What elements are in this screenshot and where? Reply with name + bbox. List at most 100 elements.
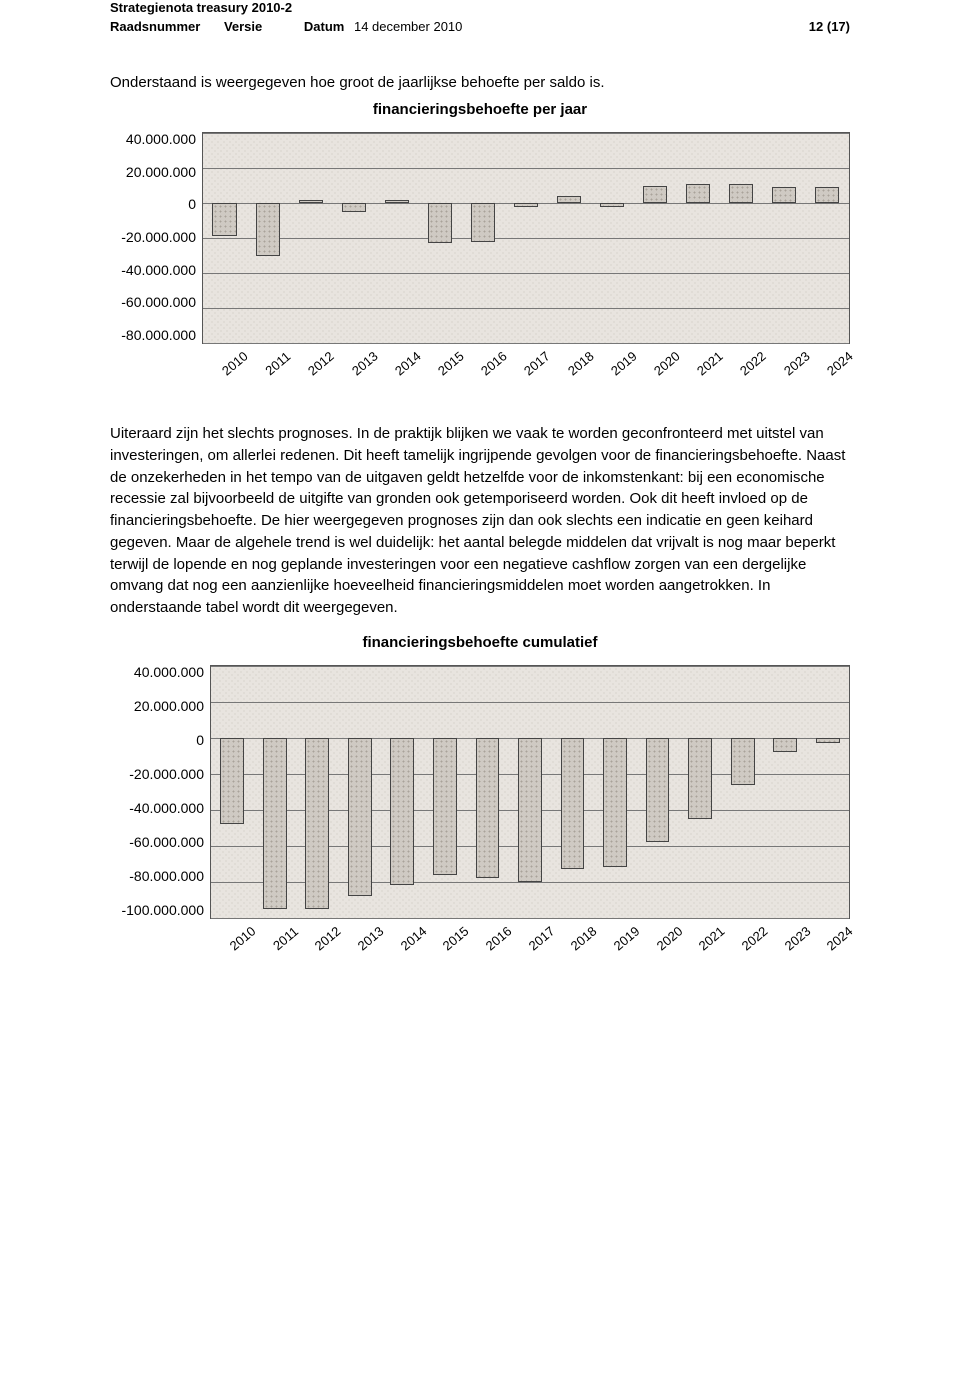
chart-2-x-spacer: [110, 925, 210, 950]
chart-2-bar: [263, 738, 287, 909]
chart-2-bar: [220, 738, 244, 824]
chart-2-ytick-label: -20.000.000: [110, 767, 204, 781]
chart-1-bar: [212, 203, 236, 236]
chart-1-bar: [342, 203, 366, 212]
body-paragraph-2: Uiteraard zijn het slechts prognoses. In…: [110, 423, 850, 619]
chart-1-bar-slot: [246, 133, 289, 343]
chart-1-bar: [385, 200, 409, 204]
chart-2-bar: [476, 738, 500, 878]
chart-1-ytick-label: 0: [110, 197, 196, 211]
chart-2-bar-slot: [679, 666, 722, 918]
chart-2-plot-area: [210, 665, 850, 919]
chart-2-bar-slot: [721, 666, 764, 918]
chart-1-x-labels: 2010201120122013201420152016201720182019…: [202, 350, 850, 375]
chart-1-bar-slot: [375, 133, 418, 343]
chart-2-bar: [305, 738, 329, 909]
chart-2-y-axis: 40.000.000 20.000.000 0 -20.000.000 -40.000.…: [110, 665, 210, 917]
chart-1-bar: [299, 200, 323, 204]
chart-1-bar: [686, 184, 710, 203]
chart-2-bar-slot: [594, 666, 637, 918]
chart-2-ytick-label: 40.000.000: [110, 665, 204, 679]
chart-1-bar: [600, 203, 624, 207]
chart-2-title: financieringsbehoefte cumulatief: [110, 634, 850, 651]
chart-2-bar-slot: [636, 666, 679, 918]
chart-1-bar-slot: [591, 133, 634, 343]
chart-1-bar-slot: [763, 133, 806, 343]
chart-1-x-axis: 2010201120122013201420152016201720182019…: [110, 350, 850, 375]
header-meta-row: 12 (17) Raadsnummer Versie Datum 14 dece…: [110, 19, 850, 34]
chart-2-ytick-label: 20.000.000: [110, 699, 204, 713]
document-page: Strategienota treasury 2010-2 12 (17) Ra…: [0, 0, 960, 990]
chart-1-bar: [557, 196, 581, 203]
chart-1-y-axis: 40.000.000 20.000.000 0 -20.000.000 -40.000.…: [110, 132, 202, 342]
chart-1-title: financieringsbehoefte per jaar: [110, 101, 850, 118]
chart-1-ytick-label: -40.000.000: [110, 263, 196, 277]
chart-1: 40.000.000 20.000.000 0 -20.000.000 -40.000.…: [110, 132, 850, 375]
chart-1-wrap: 40.000.000 20.000.000 0 -20.000.000 -40.000.…: [110, 132, 850, 344]
chart-1-bar-slot: [548, 133, 591, 343]
chart-2-bar: [773, 738, 797, 752]
chart-1-bar: [514, 203, 538, 207]
chart-2-bar: [348, 738, 372, 896]
chart-1-bar: [729, 184, 753, 203]
chart-2-bar-slot: [211, 666, 254, 918]
chart-2-ytick-label: -60.000.000: [110, 835, 204, 849]
chart-2-bar: [603, 738, 627, 868]
chart-1-bar-slot: [634, 133, 677, 343]
intro-paragraph-1: Onderstaand is weergegeven hoe groot de …: [110, 74, 850, 91]
chart-2-x-labels: 2010201120122013201420152016201720182019…: [210, 925, 850, 950]
doc-title: Strategienota treasury 2010-2: [110, 0, 850, 15]
chart-1-bar: [471, 203, 495, 242]
chart-1-x-spacer: [110, 350, 202, 375]
chart-2-bar: [816, 738, 840, 743]
chart-2-ytick-label: -80.000.000: [110, 869, 204, 883]
chart-1-bar-slot: [332, 133, 375, 343]
chart-2-bar: [390, 738, 414, 886]
chart-2-bar: [731, 738, 755, 785]
chart-2-x-axis: 2010201120122013201420152016201720182019…: [110, 925, 850, 950]
chart-2-ytick-label: -40.000.000: [110, 801, 204, 815]
chart-2-bar: [646, 738, 670, 842]
chart-1-ytick-label: 40.000.000: [110, 132, 196, 146]
datum-value: 14 december 2010: [354, 19, 462, 34]
chart-1-bar-slot: [418, 133, 461, 343]
chart-1-bar-slot: [289, 133, 332, 343]
chart-2-bar: [518, 738, 542, 882]
chart-1-bar: [428, 203, 452, 243]
chart-2-bar-slot: [381, 666, 424, 918]
chart-2-bar: [688, 738, 712, 819]
chart-1-bar-slot: [677, 133, 720, 343]
chart-2-ytick-label: 0: [110, 733, 204, 747]
chart-2-bar-slot: [466, 666, 509, 918]
chart-1-ytick-label: -60.000.000: [110, 295, 196, 309]
chart-2-bar-slot: [551, 666, 594, 918]
chart-1-bar: [815, 187, 839, 203]
raadsnummer-label: Raadsnummer: [110, 19, 200, 34]
chart-1-bar: [772, 187, 796, 203]
chart-1-ytick-label: -20.000.000: [110, 230, 196, 244]
chart-2-bar: [433, 738, 457, 875]
chart-1-bar-slot: [806, 133, 849, 343]
chart-1-bar-slot: [203, 133, 246, 343]
chart-2-bar-slot: [509, 666, 552, 918]
chart-2-wrap: 40.000.000 20.000.000 0 -20.000.000 -40.000.…: [110, 665, 850, 919]
chart-2-bars: [211, 666, 849, 918]
chart-2-bar-slot: [764, 666, 807, 918]
chart-2-bar: [561, 738, 585, 869]
chart-1-ytick-label: -80.000.000: [110, 328, 196, 342]
document-header: Strategienota treasury 2010-2 12 (17) Ra…: [110, 0, 850, 34]
versie-label: Versie: [224, 19, 262, 34]
chart-1-bar-slot: [720, 133, 763, 343]
chart-1-bar-slot: [504, 133, 547, 343]
page-number: 12 (17): [809, 19, 850, 34]
chart-2-bar-slot: [806, 666, 849, 918]
chart-1-ytick-label: 20.000.000: [110, 165, 196, 179]
datum-label: Datum: [304, 19, 344, 34]
chart-1-bar-slot: [461, 133, 504, 343]
chart-1-bars: [203, 133, 849, 343]
chart-1-plot-area: [202, 132, 850, 344]
chart-2-bar-slot: [424, 666, 467, 918]
chart-2-bar-slot: [339, 666, 382, 918]
chart-1-bar: [643, 186, 667, 204]
chart-2-ytick-label: -100.000.000: [110, 903, 204, 917]
